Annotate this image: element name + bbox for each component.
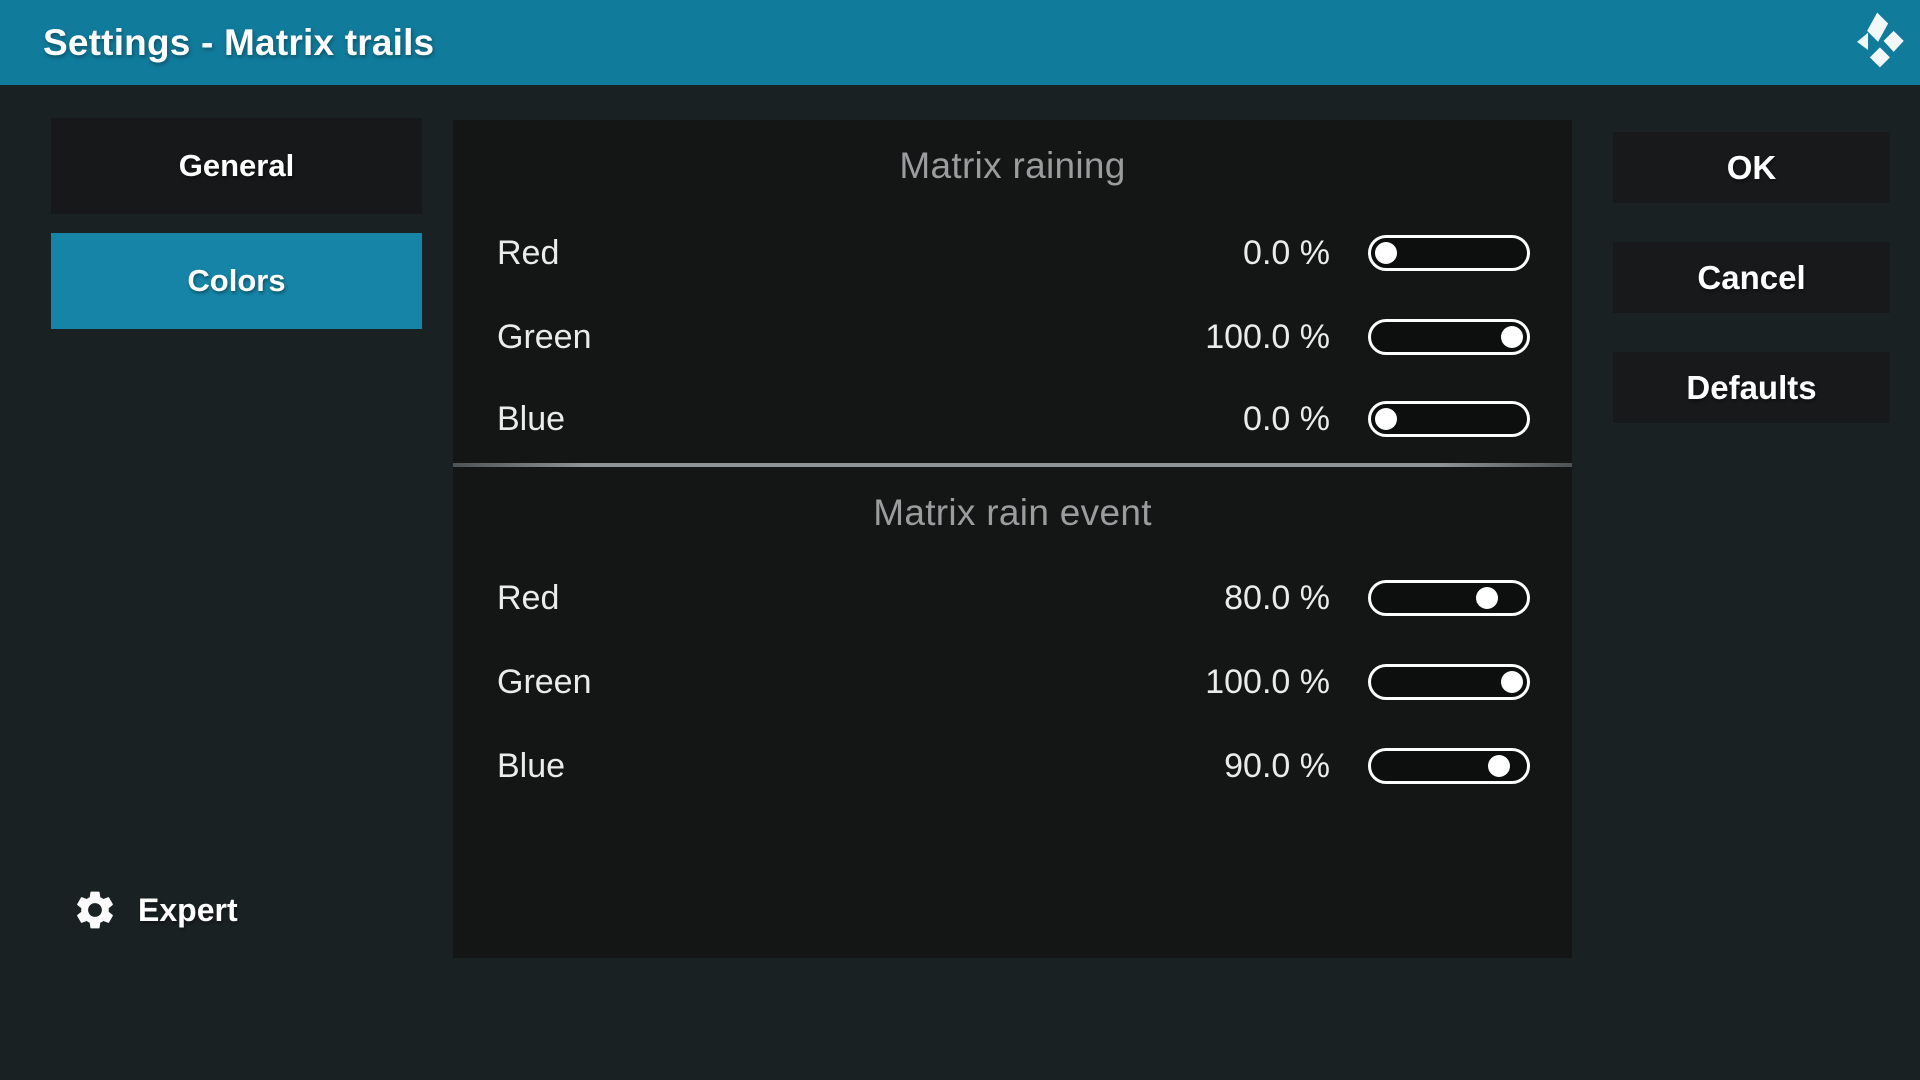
dialog-title: Settings - Matrix trails [43,21,435,63]
settings-panel: Matrix raining Red 0.0 % Green 100.0 % B… [453,120,1572,958]
slider-knob[interactable] [1375,242,1397,264]
section-divider [453,463,1572,467]
setting-value: 100.0 % [1205,317,1330,356]
setting-row-raining-red[interactable]: Red 0.0 % [453,211,1572,295]
button-label: OK [1726,148,1777,186]
button-label: Cancel [1697,258,1806,296]
red-slider[interactable] [1368,235,1530,271]
cancel-button[interactable]: Cancel [1613,242,1890,313]
slider-knob[interactable] [1475,587,1498,609]
section-title-matrix-rain-event: Matrix rain event [873,492,1152,533]
blue-slider[interactable] [1368,748,1530,784]
green-slider[interactable] [1368,319,1530,355]
setting-label: Green [497,662,592,701]
settings-level-label: Expert [138,891,238,928]
setting-label: Green [497,317,592,356]
button-label: Defaults [1686,368,1817,406]
setting-value: 0.0 % [1243,399,1330,438]
blue-slider[interactable] [1368,401,1530,437]
setting-label: Blue [497,399,566,438]
setting-value: 90.0 % [1224,746,1330,785]
setting-label: Red [497,578,560,617]
defaults-button[interactable]: Defaults [1613,352,1890,423]
slider-knob[interactable] [1501,671,1523,693]
ok-button[interactable]: OK [1613,132,1890,203]
section-title-matrix-raining: Matrix raining [899,145,1126,186]
setting-row-event-blue[interactable]: Blue 90.0 % [453,724,1572,808]
setting-label: Red [497,233,560,272]
kodi-logo-icon [1857,12,1904,68]
sidebar-item-general[interactable]: General [51,118,422,214]
gear-icon [77,891,113,929]
setting-label: Blue [497,746,566,785]
setting-row-raining-green[interactable]: Green 100.0 % [453,295,1572,379]
slider-knob[interactable] [1375,408,1397,430]
dialog-header: Settings - Matrix trails [0,0,1920,85]
setting-value: 80.0 % [1224,578,1330,617]
sidebar-item-label: Colors [187,263,286,298]
settings-level-toggle[interactable]: Expert [72,882,238,938]
setting-value: 0.0 % [1243,233,1330,272]
sidebar-item-colors[interactable]: Colors [51,233,422,329]
slider-knob[interactable] [1501,326,1523,348]
setting-row-event-green[interactable]: Green 100.0 % [453,640,1572,724]
setting-value: 100.0 % [1205,662,1330,701]
setting-row-event-red[interactable]: Red 80.0 % [453,556,1572,640]
red-slider[interactable] [1368,580,1530,616]
setting-row-raining-blue[interactable]: Blue 0.0 % [453,377,1572,461]
slider-knob[interactable] [1488,755,1511,777]
green-slider[interactable] [1368,664,1530,700]
sidebar-item-label: General [178,148,295,183]
